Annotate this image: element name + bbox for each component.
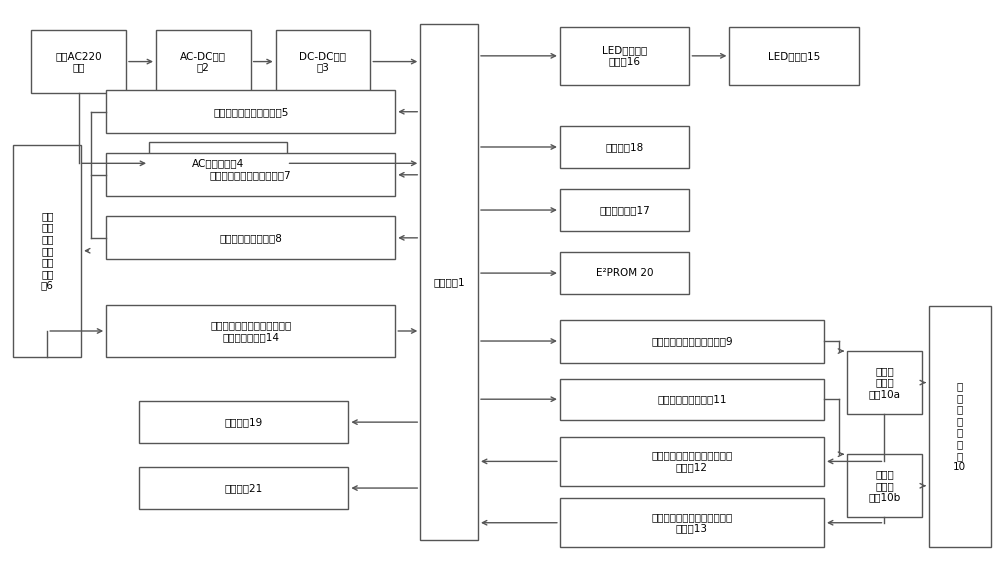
Text: 反馈式伺服电机双驱动模块9: 反馈式伺服电机双驱动模块9 [651, 336, 733, 346]
Text: 开环式伺服电机驱动模块5: 开环式伺服电机驱动模块5 [213, 107, 288, 117]
Text: 操作面板21: 操作面板21 [225, 483, 263, 493]
Text: 时钟振荡19: 时钟振荡19 [225, 417, 263, 427]
Bar [560, 27, 689, 85]
Bar [560, 437, 824, 486]
Bar [156, 30, 251, 93]
Text: AC-DC转换
器2: AC-DC转换 器2 [180, 51, 226, 73]
Text: 程序仿真接口17: 程序仿真接口17 [599, 205, 650, 215]
Bar [560, 378, 824, 420]
Text: DC-DC转换
器3: DC-DC转换 器3 [299, 51, 346, 73]
Text: 步进电机双驱动模块11: 步进电机双驱动模块11 [657, 394, 727, 404]
Bar [929, 306, 991, 547]
Text: 左温度
风门执
行器10a: 左温度 风门执 行器10a [868, 366, 900, 399]
Text: 步进电机单驱动模块8: 步进电机单驱动模块8 [219, 233, 282, 243]
Text: 右温度
风门执
行器10b: 右温度 风门执 行器10b [868, 469, 901, 502]
Bar [276, 30, 370, 93]
Bar [560, 126, 689, 168]
Bar [31, 30, 126, 93]
Bar [560, 498, 824, 547]
Bar [106, 153, 395, 196]
Text: 模式
风门
或新
风风
门的
执行
器6: 模式 风门 或新 风风 门的 执行 器6 [41, 211, 54, 290]
Text: LED显示器15: LED显示器15 [768, 51, 820, 61]
Bar [847, 454, 922, 517]
Text: 温
度
风
门
执
行
器
10: 温 度 风 门 执 行 器 10 [953, 381, 966, 472]
Text: AC断电识别器4: AC断电识别器4 [192, 158, 244, 168]
Bar [139, 467, 348, 509]
Bar [13, 145, 81, 357]
Text: 微处理器1: 微处理器1 [433, 277, 465, 287]
Bar [729, 27, 859, 85]
Text: 模式风门或新风风门执行器反
馈电压输入模块14: 模式风门或新风风门执行器反 馈电压输入模块14 [210, 320, 291, 342]
Bar [106, 217, 395, 259]
Bar [106, 90, 395, 133]
Text: 市电AC220
输入: 市电AC220 输入 [55, 51, 102, 73]
Bar [106, 305, 395, 357]
Bar [560, 190, 689, 230]
Bar [560, 320, 824, 362]
Bar [139, 401, 348, 443]
Bar [560, 252, 689, 294]
Text: E²PROM 20: E²PROM 20 [596, 268, 653, 278]
Text: 通讯接口18: 通讯接口18 [606, 142, 644, 152]
Text: 左温度风门执行器反馈电压输
入模块12: 左温度风门执行器反馈电压输 入模块12 [651, 450, 733, 472]
Text: 右温度风门执行器反馈电压输
入模块13: 右温度风门执行器反馈电压输 入模块13 [651, 512, 733, 533]
Text: 反馈式伺服电机单驱动模块7: 反馈式伺服电机单驱动模块7 [210, 170, 292, 180]
Bar [420, 24, 478, 540]
Bar [149, 142, 287, 185]
Text: LED显示器驱
动模块16: LED显示器驱 动模块16 [602, 45, 647, 67]
Bar [847, 351, 922, 414]
